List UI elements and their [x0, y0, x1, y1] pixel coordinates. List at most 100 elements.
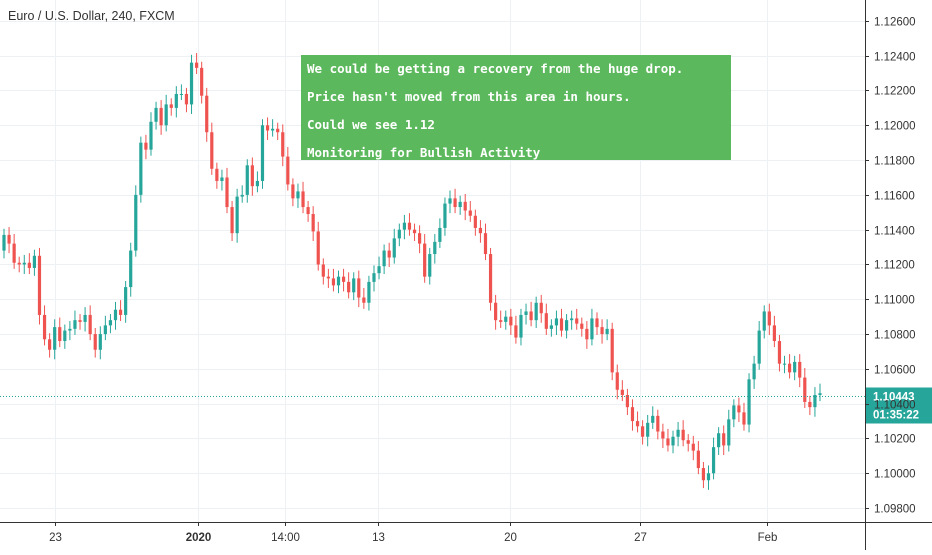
candle-body	[306, 207, 310, 215]
candle-body	[762, 311, 766, 331]
candle-body	[32, 255, 37, 268]
candle-body	[7, 234, 11, 244]
candle-body	[473, 215, 477, 228]
candle-body	[48, 339, 52, 350]
candle-body	[331, 278, 336, 286]
candle-body	[281, 132, 285, 157]
candle-body	[255, 180, 260, 187]
candle-body	[286, 156, 290, 185]
candle-body	[448, 198, 452, 204]
candle-body	[453, 198, 457, 208]
candle-body	[341, 276, 346, 282]
time-tick-label: 23	[49, 532, 62, 544]
candle-body	[37, 255, 42, 315]
candle-body	[12, 243, 16, 263]
candle-body	[625, 394, 630, 408]
price-tick-label: 1.09800	[874, 504, 916, 516]
candle-body	[722, 433, 726, 446]
candle-body	[103, 325, 107, 335]
price-tick-label: 1.10200	[874, 434, 916, 446]
time-tick-label: 20	[504, 532, 517, 544]
candle-body	[559, 318, 564, 331]
candle-body	[205, 95, 209, 133]
time-tick-label: 2020	[186, 532, 212, 544]
candle-body	[630, 407, 635, 422]
candle-body	[139, 142, 143, 195]
candle-body	[504, 316, 508, 322]
candle-body	[752, 363, 756, 380]
price-tick-label: 1.11400	[874, 226, 915, 238]
candle-body	[149, 121, 153, 150]
candle-body	[757, 330, 761, 364]
candle-body	[798, 361, 802, 378]
candle-body	[458, 201, 462, 208]
candle-body	[271, 128, 275, 131]
candle-body	[514, 325, 518, 338]
candle-body	[113, 309, 118, 321]
symbol-title: Euro / U.S. Dollar, 240, FXCM	[8, 9, 175, 23]
candle-body	[316, 231, 320, 265]
candle-body	[656, 415, 660, 432]
candle-body	[179, 93, 183, 95]
candle-body	[215, 168, 219, 181]
candle-body	[676, 429, 680, 437]
candle-body	[134, 194, 138, 251]
candle-body	[418, 233, 422, 244]
note-line: We could be getting a recovery from the …	[307, 61, 684, 76]
candle-body	[767, 311, 771, 326]
price-tick-label: 1.12200	[874, 86, 916, 98]
candle-body	[235, 196, 239, 234]
candle-body	[78, 320, 82, 322]
candle-body	[808, 401, 812, 408]
candle-body	[494, 302, 498, 321]
candle-body	[392, 238, 396, 258]
candle-body	[124, 287, 128, 315]
candle-body	[772, 325, 776, 342]
candle-body	[747, 379, 751, 425]
price-tick-label: 1.11800	[874, 156, 915, 168]
candle-body	[260, 125, 265, 181]
candle-body	[600, 327, 604, 335]
candle-body	[184, 93, 189, 105]
candle-body	[438, 227, 442, 242]
price-tick-label: 1.12000	[874, 121, 916, 133]
price-tick-label: 1.12400	[874, 52, 916, 64]
candle-body	[605, 328, 609, 335]
candle-body	[326, 276, 330, 279]
candle-body	[777, 341, 782, 364]
countdown-label: 01:35:22	[873, 410, 919, 422]
candle-body	[575, 318, 579, 324]
candle-body	[803, 377, 807, 402]
candle-body	[118, 309, 123, 315]
candle-body	[108, 320, 113, 326]
last-price-line: 1.10443 01:35:22	[0, 387, 932, 424]
candle-body	[93, 334, 97, 350]
price-tick-label: 1.11200	[874, 260, 915, 272]
candle-body	[691, 443, 695, 451]
candle-body	[159, 107, 163, 126]
time-tick-label: Feb	[758, 532, 778, 544]
candle-body	[443, 203, 447, 228]
candle-body	[732, 405, 736, 420]
candle-body	[169, 104, 173, 108]
candle-body	[539, 302, 543, 314]
price-tick-label: 1.12600	[874, 17, 916, 29]
price-tick-label: 1.10800	[874, 330, 916, 342]
candle-body	[276, 128, 280, 133]
candle-body	[402, 222, 406, 230]
candle-body	[164, 104, 168, 126]
candle-body	[194, 62, 199, 68]
candle-body	[595, 318, 599, 328]
candle-body	[154, 107, 158, 122]
candle-body	[174, 93, 178, 108]
annotation-note[interactable]: We could be getting a recovery from the …	[301, 55, 731, 160]
candle-body	[782, 363, 787, 365]
candle-body	[336, 276, 341, 286]
candle-body	[554, 318, 559, 326]
candle-body	[372, 273, 376, 282]
candle-body	[382, 250, 386, 267]
candle-body	[225, 177, 229, 208]
candle-body	[367, 281, 371, 303]
